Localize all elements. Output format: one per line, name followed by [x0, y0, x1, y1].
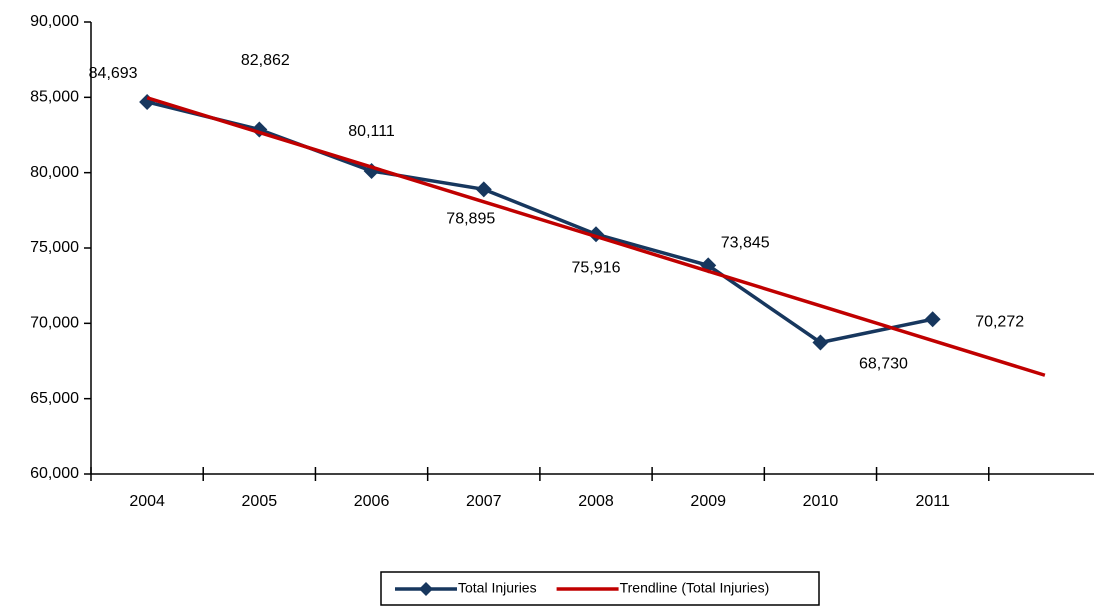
- data-label: 68,730: [859, 356, 908, 373]
- data-label: 73,845: [721, 235, 770, 252]
- y-tick-label: 60,000: [30, 465, 79, 482]
- x-tick-label: 2008: [578, 493, 614, 510]
- series-line: [146, 96, 1046, 377]
- data-label: 82,862: [241, 52, 290, 69]
- data-label: 70,272: [975, 313, 1024, 330]
- x-tick-label: 2007: [466, 493, 502, 510]
- legend-label: Trendline (Total Injuries): [620, 580, 770, 596]
- y-tick-label: 85,000: [30, 89, 79, 106]
- x-tick-label: 2005: [242, 493, 278, 510]
- y-tick-label: 70,000: [30, 315, 79, 332]
- data-point: [475, 181, 492, 198]
- x-tick-label: 2010: [803, 493, 839, 510]
- legend: Total Injuries Trendline (Total Injuries): [380, 571, 820, 606]
- x-tick-label: 2009: [690, 493, 726, 510]
- data-label: 80,111: [348, 123, 395, 140]
- y-tick-label: 65,000: [30, 390, 79, 407]
- x-tick-label: 2006: [354, 493, 390, 510]
- data-point: [924, 311, 941, 328]
- data-label: 75,916: [572, 259, 621, 276]
- data-point: [812, 334, 829, 351]
- legend-label: Total Injuries: [458, 580, 537, 596]
- y-tick-label: 75,000: [30, 239, 79, 256]
- data-label: 78,895: [446, 211, 495, 228]
- y-tick-label: 80,000: [30, 164, 79, 181]
- legend-marker: [419, 582, 433, 596]
- x-tick-label: 2011: [915, 493, 950, 510]
- x-tick-label: 2004: [129, 493, 165, 510]
- y-tick-label: 90,000: [30, 13, 79, 30]
- data-label: 84,693: [89, 65, 138, 82]
